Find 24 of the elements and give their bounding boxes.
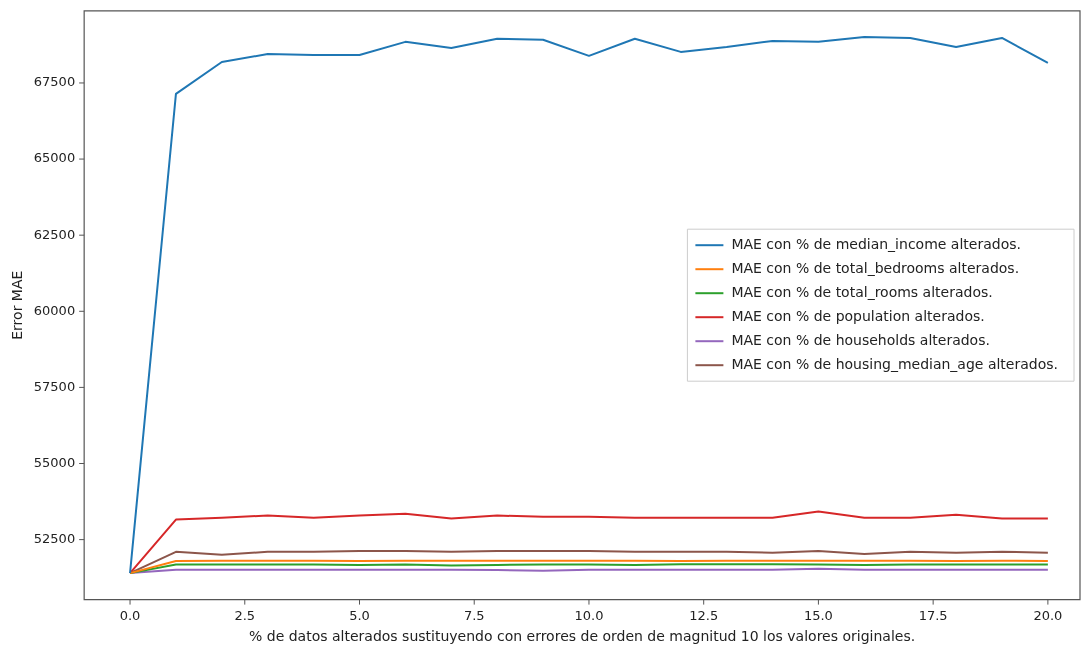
y-tick-label: 67500 [33,74,76,90]
y-axis-title: Error MAE [9,270,26,340]
x-tick-label: 17.5 [918,607,948,623]
x-tick-label: 2.5 [234,607,256,623]
legend-label: MAE con % de households alterados. [731,331,990,348]
legend-label: MAE con % de total_rooms alterados. [731,283,993,300]
y-tick-label: 57500 [33,378,76,394]
y-tick-label: 65000 [33,150,76,166]
legend-label: MAE con % de population alterados. [731,307,985,324]
legend-label: MAE con % de housing_median_age alterados. [731,355,1058,372]
y-tick-label: 52500 [33,531,76,546]
y-tick-label: 60000 [33,302,76,318]
y-tick-label: 62500 [33,226,76,242]
x-tick-label: 7.5 [463,607,485,623]
x-axis-title: % de datos alterados sustituyendo con errores de orden de magnitud 10 los valores originales. [249,628,916,645]
x-tick-label: 15.0 [803,607,833,623]
x-tick-label: 12.5 [689,607,719,623]
legend-label: MAE con % de median_income alterados. [731,235,1021,252]
x-tick-label: 20.0 [1033,607,1063,623]
x-tick-label: 0.0 [119,607,141,623]
legend-label: MAE con % de total_bedrooms alterados. [731,259,1020,276]
y-tick-label: 55000 [33,454,76,470]
x-tick-label: 5.0 [349,607,370,623]
x-tick-label: 10.0 [574,607,604,623]
